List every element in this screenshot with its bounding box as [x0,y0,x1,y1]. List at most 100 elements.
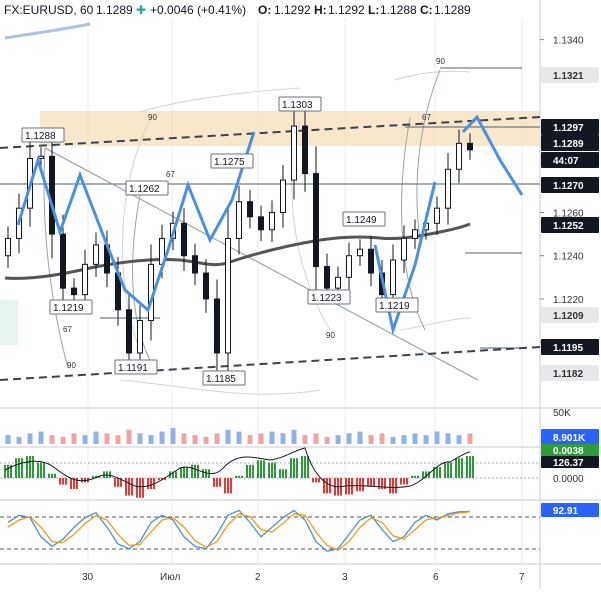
fib-label: 67 [63,325,72,334]
candle-body [82,263,88,296]
time-tick-label: 6 [433,572,439,583]
volume-bar [225,429,231,444]
stochastic-line [7,509,471,552]
moving-average [4,222,471,280]
price-annotation-box [375,297,419,313]
candle-body [225,237,231,354]
candle-body [192,255,198,274]
volume-bar [236,431,242,444]
price-tag: 1.1270 [553,181,584,192]
candle-body [302,125,308,175]
candle-body [313,173,319,268]
volume-bar [203,436,209,444]
candle-body [236,201,242,239]
stoch-tag: 92.91 [553,506,578,517]
top-left-curve [4,22,91,40]
price-tag-box [541,217,599,233]
candle-body [203,272,209,300]
volume-bar [38,431,44,444]
price-annotation: 1.1262 [129,184,160,195]
volume-bar [335,435,341,444]
volume-bar [258,433,264,444]
high-value: 1.1292 [328,3,365,17]
oscillator-line [4,447,471,488]
time-tick-label: 30 [82,572,94,583]
time-tick-label: 7 [519,572,525,583]
price-annotation-box [114,359,158,375]
volume-bar [379,433,385,444]
candle-body [137,320,143,354]
candle-body [291,125,297,181]
volume-bars [5,428,473,444]
symbol-label: FX:EURUSD, 60 [4,3,94,17]
candles [5,106,473,385]
price-annotation-box [125,180,169,196]
price-annotation-box [278,96,322,112]
price-tag: 1.1289 [553,139,584,150]
osc-tag: 126.37 [553,458,584,469]
last-price: 1.1289 [96,3,133,17]
candle-body [93,244,99,265]
osc-tag: 0.0038 [553,446,584,457]
price-tick-label: 1.1220 [553,295,584,306]
fib-label: 90 [436,57,445,66]
volume-bar [49,435,55,444]
price-tag-box [541,135,599,151]
volume-bar [467,433,473,444]
volume-bar [60,436,66,444]
price-tag: 1.1252 [553,221,584,232]
price-annotation: 1.1275 [214,157,245,168]
volume-tag: 8.901K [553,433,586,444]
candle-body [346,255,352,278]
price-tag-box [541,365,599,381]
fib-label: 90 [148,113,157,122]
volume-bar [71,433,77,444]
up-arrow-icon: ✚ [136,3,146,17]
time-tick-label: 2 [255,572,261,583]
price-tick-label: 1.1340 [553,36,584,47]
volume-bar [346,433,352,444]
volume-bar [269,431,275,444]
price-annotation: 1.1303 [282,100,313,111]
fib-label: 90 [67,361,76,370]
candle-body [214,298,220,354]
price-annotation: 1.1219 [53,303,84,314]
vertical-grid [87,18,523,564]
price-annotation: 1.1223 [311,293,342,304]
candle-body [456,142,462,170]
volume-bar [390,436,396,444]
price-annotation-box [202,370,246,386]
price-tag-box [541,339,599,355]
price-tag: 1.1195 [553,343,583,354]
volume-bar [456,435,462,444]
price-tag: 44:07 [553,156,579,167]
close-value: 1.1289 [434,3,471,17]
volume-bar [324,436,330,444]
volume-axis-label: 50K [553,408,571,419]
open-value: 1.1292 [274,3,311,17]
candle-body [269,212,275,231]
price-annotation-box [307,289,351,305]
candle-body [368,248,374,274]
volume-bar [423,435,429,444]
volume-bar [82,435,88,444]
price-tag-box [541,177,599,193]
candle-body [324,266,330,289]
stochastic-lines [7,509,471,552]
volume-bar [27,433,33,444]
left-shade [0,300,18,345]
candle-body [467,142,473,151]
candle-body [38,155,44,159]
price-annotation-box [49,299,93,315]
volume-bar [313,433,319,444]
osc-tag-box [541,456,599,468]
volume-bar [170,428,176,444]
volume-bar [401,435,407,444]
forecast-projection [461,114,524,196]
osc-tag-box [541,444,599,456]
chart-header: FX:EURUSD, 60 1.1289 ✚ +0.0046 (+0.41%) … [4,3,471,17]
volume-bar [434,431,440,444]
